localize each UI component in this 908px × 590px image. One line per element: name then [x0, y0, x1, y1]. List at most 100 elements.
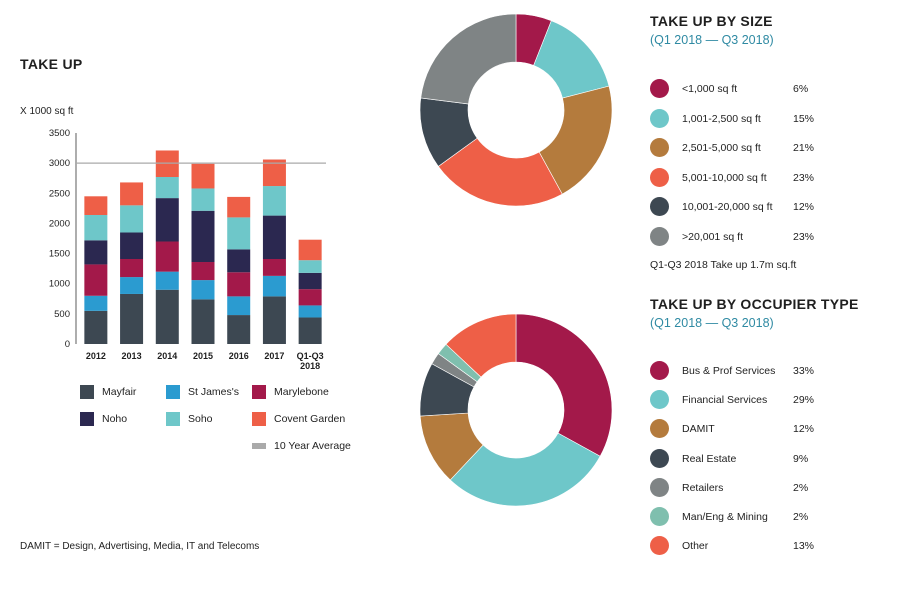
legend-percent: 13%: [793, 540, 815, 553]
x-tick-label: 2014: [157, 351, 177, 361]
bar-segment-covent-garden-2014: [155, 150, 179, 178]
x-tick-label: 2013: [122, 351, 142, 361]
bar-segment-covent-garden-2012: [84, 196, 108, 215]
bar-segment-mayfair-q1-q3-2018: [298, 317, 322, 344]
legend-label: Retailers: [682, 481, 724, 494]
legend-dot: [650, 79, 669, 98]
legend-dot: [650, 419, 669, 439]
size-donut-chart: [419, 13, 613, 207]
y-tick-label: 3000: [49, 158, 70, 169]
bar-segment-mayfair-2012: [84, 310, 108, 344]
legend-dot: [650, 390, 669, 410]
x-tick-label: 2016: [229, 351, 249, 361]
bar-segment-marylebone-2012: [84, 264, 108, 296]
bar-segment-soho-q1-q3-2018: [298, 260, 322, 273]
legend-label: Real Estate: [682, 452, 737, 465]
x-tick-label: 2017: [264, 351, 284, 361]
legend-percent: 15%: [793, 112, 815, 125]
donut-slice-2-501-5-000-sq-ft: [538, 85, 613, 195]
bar-segment-soho-2014: [155, 177, 179, 199]
legend-dot: [650, 226, 669, 246]
bar-segment-covent-garden-2013: [120, 182, 144, 206]
bar-segment-covent-garden-q1-q3-2018: [298, 239, 322, 261]
legend-percent: 12%: [793, 201, 815, 213]
bar-segment-soho-2017: [262, 186, 286, 216]
x-tick-label: 2018: [300, 361, 320, 371]
bar-segment-mayfair-2016: [227, 315, 251, 344]
legend-label: Financial Services: [682, 394, 768, 407]
bar-segment-noho-2016: [227, 249, 251, 273]
bar-segment-mayfair-2015: [191, 299, 215, 344]
bar-segment-soho-2016: [227, 217, 251, 250]
legend-percent: 29%: [793, 394, 815, 407]
bar-chart-unit-label: X 1000 sq ft: [20, 106, 74, 117]
y-tick-label: 3500: [49, 128, 70, 139]
bar-segment-noho-2015: [191, 210, 215, 263]
y-tick-label: 1000: [49, 279, 70, 290]
donut-slice-financial-services: [449, 432, 601, 507]
legend-percent: 2%: [793, 481, 809, 494]
bar-segment-mayfair-2013: [120, 293, 144, 344]
legend-label: >20,001 sq ft: [682, 230, 744, 243]
legend-percent: 21%: [793, 142, 815, 154]
bar-segment-noho-2017: [262, 215, 286, 259]
bar-segment-st-james-s-q1-q3-2018: [298, 305, 322, 318]
bar-segment-soho-2012: [84, 214, 108, 241]
occupier-chart-title: TAKE UP BY OCCUPIER TYPE: [650, 296, 859, 312]
legend-swatch-noho: [80, 412, 94, 426]
donut-slice-20-001-sq-ft: [420, 13, 517, 105]
legend-label-10-year-average: 10 Year Average: [274, 440, 351, 452]
x-tick-label: 2012: [86, 351, 106, 361]
legend-dot: [650, 477, 669, 497]
y-tick-label: 1500: [49, 249, 70, 260]
occupier-donut-chart: [419, 313, 613, 507]
bar-segment-st-james-s-2012: [84, 295, 108, 311]
bar-segment-marylebone-2016: [227, 272, 251, 297]
legend-percent: 23%: [793, 230, 815, 243]
legend-swatch-soho: [166, 412, 180, 426]
legend-label-mayfair: Mayfair: [102, 386, 137, 398]
bar-segment-st-james-s-2016: [227, 296, 251, 316]
legend-label: Bus & Prof Services: [682, 365, 776, 377]
bar-segment-covent-garden-2015: [191, 163, 215, 189]
y-tick-label: 2500: [49, 188, 70, 199]
legend-percent: 2%: [793, 511, 809, 523]
legend-dot: [650, 536, 669, 556]
legend-label: Other: [682, 540, 709, 553]
legend-label: Man/Eng & Mining: [682, 511, 768, 523]
x-tick-label: Q1-Q3: [297, 351, 324, 361]
size-chart-title: TAKE UP BY SIZE: [650, 13, 773, 29]
legend-label: <1,000 sq ft: [682, 83, 738, 95]
bar-segment-st-james-s-2013: [120, 277, 144, 294]
legend-swatch-mayfair: [80, 385, 94, 399]
legend-label-st-james-s: St James's: [188, 386, 240, 398]
legend-swatch-st-james-s: [166, 385, 180, 399]
legend-percent: 33%: [793, 365, 815, 377]
bar-segment-covent-garden-2016: [227, 196, 251, 218]
x-tick-label: 2015: [193, 351, 213, 361]
bar-segment-soho-2013: [120, 205, 144, 233]
bar-segment-marylebone-q1-q3-2018: [298, 289, 322, 306]
y-tick-label: 0: [65, 339, 70, 350]
legend-dot: [650, 197, 669, 216]
bar-segment-noho-2012: [84, 240, 108, 265]
legend-percent: 9%: [793, 452, 809, 465]
y-tick-label: 500: [54, 309, 70, 320]
legend-label: 5,001-10,000 sq ft: [682, 171, 767, 184]
bar-segment-marylebone-2017: [262, 258, 286, 276]
legend-label-soho: Soho: [188, 413, 213, 425]
legend-label-noho: Noho: [102, 413, 128, 425]
bar-segment-marylebone-2013: [120, 258, 144, 278]
bar-segment-st-james-s-2015: [191, 280, 215, 300]
bar-segment-marylebone-2015: [191, 262, 215, 281]
legend-swatch-covent-garden: [252, 412, 266, 426]
damit-footnote: DAMIT = Design, Advertising, Media, IT a…: [20, 541, 260, 552]
legend-percent: 12%: [793, 423, 815, 436]
legend-dot: [650, 138, 669, 157]
legend-swatch-marylebone: [252, 385, 266, 399]
size-chart-subtitle: (Q1 2018 — Q3 2018): [650, 33, 774, 47]
bar-segment-mayfair-2017: [262, 296, 286, 344]
legend-label: 10,001-20,000 sq ft: [682, 201, 773, 213]
bar-segment-st-james-s-2014: [155, 271, 179, 290]
legend-dot: [650, 108, 669, 128]
